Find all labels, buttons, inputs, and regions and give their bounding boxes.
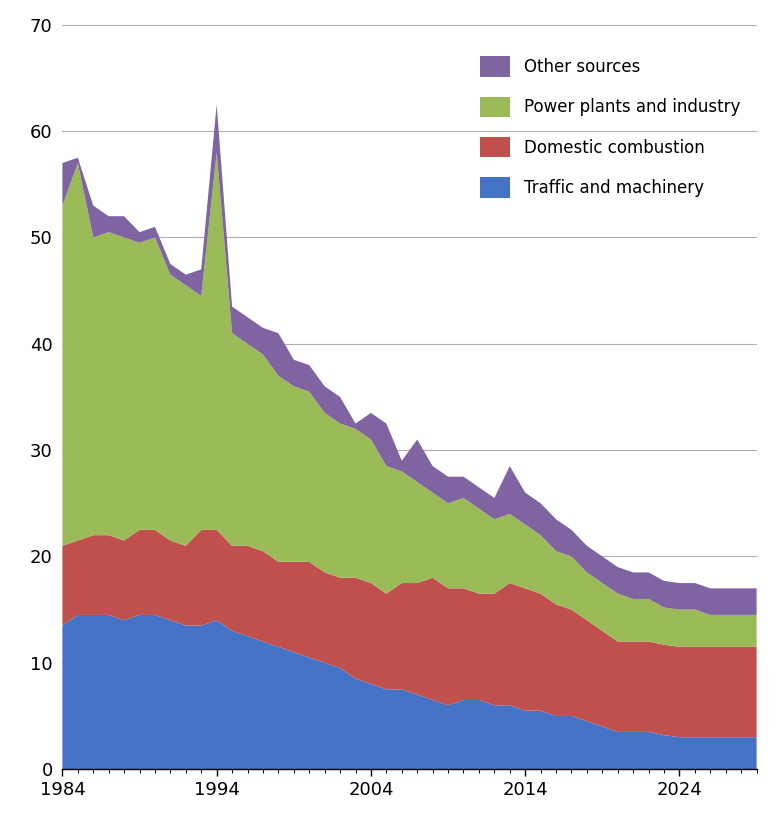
Legend: Other sources, Power plants and industry, Domestic combustion, Traffic and machi: Other sources, Power plants and industry… [472, 48, 748, 206]
